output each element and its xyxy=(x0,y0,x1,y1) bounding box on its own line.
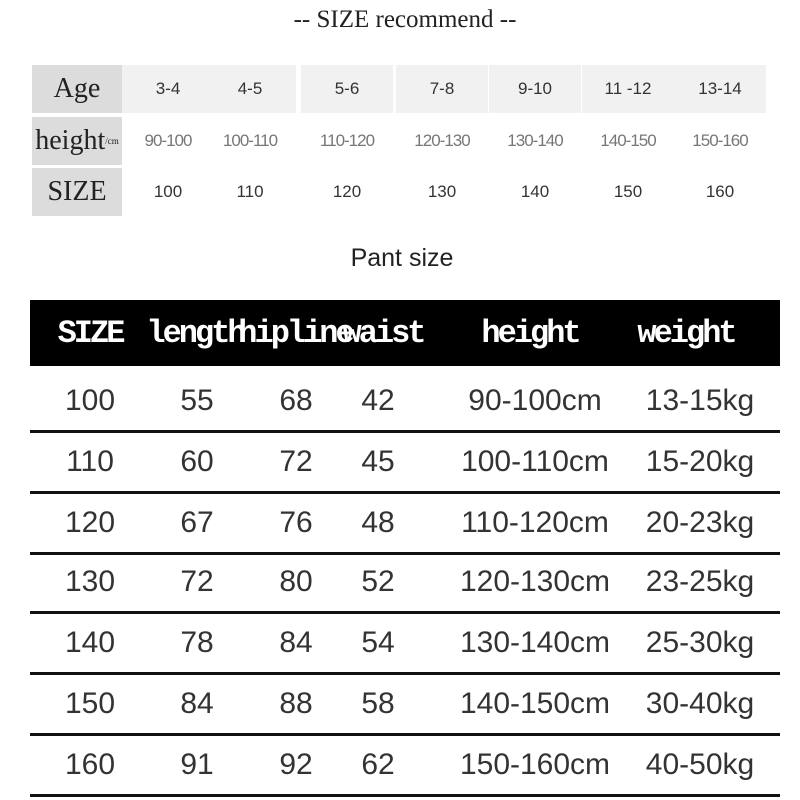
height-cell: 140-150 xyxy=(600,131,656,150)
height-cell: 100-110 xyxy=(222,131,278,150)
cell-hipline: 72 xyxy=(279,445,313,478)
table-row: 100 55 68 42 90-100cm 13-15kg xyxy=(30,372,780,433)
cell-SIZE: 100 xyxy=(64,384,116,417)
pant-size-title: Pant size xyxy=(350,244,454,272)
size-cell: 130 xyxy=(427,182,457,201)
size-cell: 100 xyxy=(153,182,183,201)
height-cell: 130-140 xyxy=(507,131,563,150)
cell-weight: 23-25kg xyxy=(645,565,755,598)
cell-waist: 62 xyxy=(361,748,395,781)
column-header-height: height xyxy=(481,314,581,352)
height-header-label: height xyxy=(35,125,106,156)
size-cell: 150 xyxy=(613,182,643,201)
column-header-waist: waist xyxy=(342,314,426,352)
height-header: height/cm xyxy=(32,117,122,165)
cell-SIZE: 120 xyxy=(64,506,116,539)
height-unit: /cm xyxy=(105,136,119,146)
table-row: 130 72 80 52 120-130cm 23-25kg xyxy=(30,553,780,614)
cell-height: 140-150cm xyxy=(459,687,611,720)
cell-height: 130-140cm xyxy=(459,626,611,659)
age-header: Age xyxy=(32,65,122,113)
size-header: SIZE xyxy=(32,168,122,216)
cell-waist: 52 xyxy=(361,565,395,598)
column-header-length: length xyxy=(146,314,246,352)
table-row: 160 91 92 62 150-160cm 40-50kg xyxy=(30,736,780,797)
cell-SIZE: 140 xyxy=(64,626,116,659)
cell-weight: 13-15kg xyxy=(645,384,755,417)
cell-waist: 58 xyxy=(361,687,395,720)
column-header-SIZE: SIZE xyxy=(57,314,126,352)
cell-waist: 42 xyxy=(361,384,395,417)
cell-waist: 45 xyxy=(361,445,395,478)
cell-weight: 20-23kg xyxy=(645,506,755,539)
cell-height: 110-120cm xyxy=(461,506,609,539)
age-cell: 7-8 xyxy=(396,65,488,113)
table-row: 150 84 88 58 140-150cm 30-40kg xyxy=(30,675,780,736)
cell-height: 100-110cm xyxy=(461,445,609,478)
height-row: height/cm 90-100 100-110 110-120 120-130 130… xyxy=(32,117,765,165)
cell-SIZE: 150 xyxy=(64,687,116,720)
size-cell: 110 xyxy=(236,182,264,201)
table-row: 140 78 84 54 130-140cm 25-30kg xyxy=(30,614,780,675)
cell-SIZE: 110 xyxy=(66,445,114,478)
cell-length: 60 xyxy=(180,445,214,478)
age-cell: 4-5 xyxy=(204,65,296,113)
age-cell: 13-14 xyxy=(674,65,766,113)
cell-height: 90-100cm xyxy=(468,384,602,417)
cell-weight: 40-50kg xyxy=(645,748,755,781)
cell-SIZE: 160 xyxy=(64,748,116,781)
cell-weight: 30-40kg xyxy=(645,687,755,720)
column-header-weight: weight xyxy=(637,314,737,352)
cell-length: 55 xyxy=(180,384,214,417)
size-cell: 160 xyxy=(705,182,735,201)
height-cell: 90-100 xyxy=(144,131,193,150)
height-cell: 120-130 xyxy=(414,131,470,150)
cell-hipline: 88 xyxy=(279,687,313,720)
cell-waist: 48 xyxy=(361,506,395,539)
table-row: 120 67 76 48 110-120cm 20-23kg xyxy=(30,494,780,555)
cell-height: 150-160cm xyxy=(459,748,611,781)
age-cell: 5-6 xyxy=(301,65,393,113)
size-recommend-title: -- SIZE recommend -- xyxy=(293,6,517,33)
column-header-hipline: hipline xyxy=(238,314,354,352)
age-cell: 9-10 xyxy=(489,65,581,113)
size-cell: 120 xyxy=(332,182,362,201)
size-row: SIZE 100 110 120 130 140 150 160 xyxy=(32,168,765,216)
cell-hipline: 76 xyxy=(279,506,313,539)
cell-waist: 54 xyxy=(361,626,395,659)
cell-length: 84 xyxy=(180,687,214,720)
cell-length: 78 xyxy=(180,626,214,659)
cell-hipline: 92 xyxy=(279,748,313,781)
table-row: 110 60 72 45 100-110cm 15-20kg xyxy=(30,433,780,494)
height-cell: 110-120 xyxy=(319,131,375,150)
cell-height: 120-130cm xyxy=(459,565,611,598)
age-cell: 3-4 xyxy=(122,65,214,113)
pant-table-header: SIZE length hipline waist height weight xyxy=(30,300,780,366)
cell-weight: 25-30kg xyxy=(645,626,755,659)
cell-hipline: 68 xyxy=(279,384,313,417)
cell-length: 91 xyxy=(180,748,214,781)
cell-hipline: 84 xyxy=(279,626,313,659)
cell-length: 72 xyxy=(180,565,214,598)
age-row: Age 3-4 4-5 5-6 7-8 9-10 11 -12 13-14 xyxy=(32,65,766,113)
height-cell: 150-160 xyxy=(692,131,748,150)
age-cell: 11 -12 xyxy=(582,65,674,113)
cell-length: 67 xyxy=(180,506,214,539)
cell-weight: 15-20kg xyxy=(645,445,755,478)
cell-hipline: 80 xyxy=(279,565,313,598)
size-cell: 140 xyxy=(520,182,550,201)
cell-SIZE: 130 xyxy=(64,565,116,598)
